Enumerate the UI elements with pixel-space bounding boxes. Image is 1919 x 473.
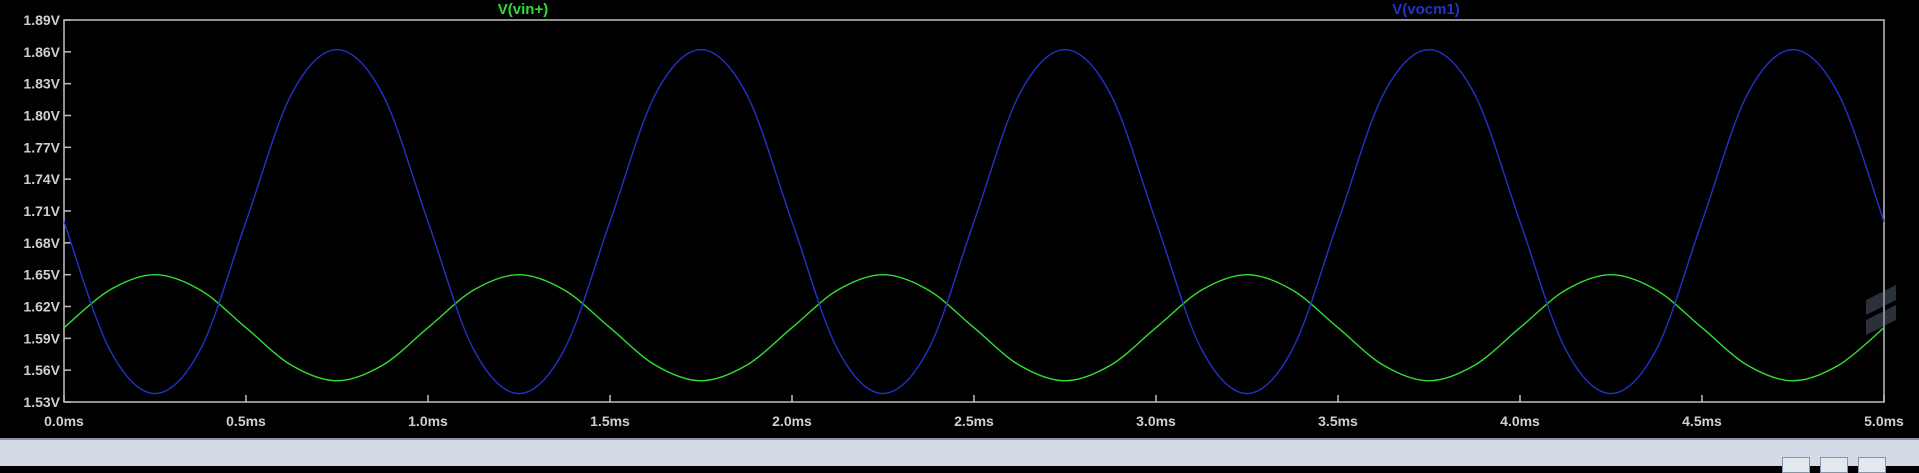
y-tick-label: 1.77V: [23, 139, 60, 155]
y-tick-label: 1.89V: [23, 12, 60, 28]
y-tick-label: 1.65V: [23, 267, 60, 283]
x-tick-label: 4.5ms: [1682, 413, 1722, 429]
y-axis: 1.53V 1.56V 1.59V 1.62V 1.65V 1.68V 1.71V 1.74V…: [23, 12, 71, 410]
maximize-button[interactable]: [1820, 457, 1848, 473]
y-tick-label: 1.53V: [23, 394, 60, 410]
y-tick-label: 1.56V: [23, 362, 60, 378]
x-tick-label: 2.5ms: [954, 413, 994, 429]
x-tick-label: 2.0ms: [772, 413, 812, 429]
x-tick-label: 1.0ms: [408, 413, 448, 429]
close-button[interactable]: [1858, 457, 1886, 473]
x-tick-label: 3.0ms: [1136, 413, 1176, 429]
y-tick-label: 1.80V: [23, 108, 60, 124]
legend-entry-0[interactable]: V(vin+): [498, 1, 548, 18]
minimize-button[interactable]: [1782, 457, 1810, 473]
plot-frame: [63, 19, 1885, 403]
y-tick-label: 1.71V: [23, 203, 60, 219]
x-tick-label: 3.5ms: [1318, 413, 1358, 429]
legend-entry-1[interactable]: V(vocm1): [1392, 1, 1460, 18]
watermark-icon: [1866, 285, 1896, 335]
x-tick-label: 0.0ms: [44, 413, 84, 429]
y-tick-label: 1.74V: [23, 171, 60, 187]
legend: V(vin+) V(vocm1): [498, 1, 1460, 18]
waveform-plot[interactable]: 1.53V 1.56V 1.59V 1.62V 1.65V 1.68V 1.71V 1.74V…: [0, 0, 1919, 438]
status-bar: [0, 438, 1919, 473]
series-line-1[interactable]: [63, 49, 1885, 395]
x-tick-label: 1.5ms: [590, 413, 630, 429]
series-line-0[interactable]: [63, 273, 1885, 382]
y-tick-label: 1.59V: [23, 330, 60, 346]
traces: [63, 49, 1885, 395]
x-axis: 0.0ms 0.5ms 1.0ms 1.5ms 2.0ms 2.5ms 3.0ms 3.5ms…: [44, 395, 1904, 429]
y-tick-label: 1.83V: [23, 76, 60, 92]
y-tick-label: 1.68V: [23, 235, 60, 251]
y-tick-label: 1.62V: [23, 299, 60, 315]
x-tick-label: 0.5ms: [226, 413, 266, 429]
y-tick-label: 1.86V: [23, 44, 60, 60]
x-tick-label: 4.0ms: [1500, 413, 1540, 429]
x-tick-label: 5.0ms: [1864, 413, 1904, 429]
